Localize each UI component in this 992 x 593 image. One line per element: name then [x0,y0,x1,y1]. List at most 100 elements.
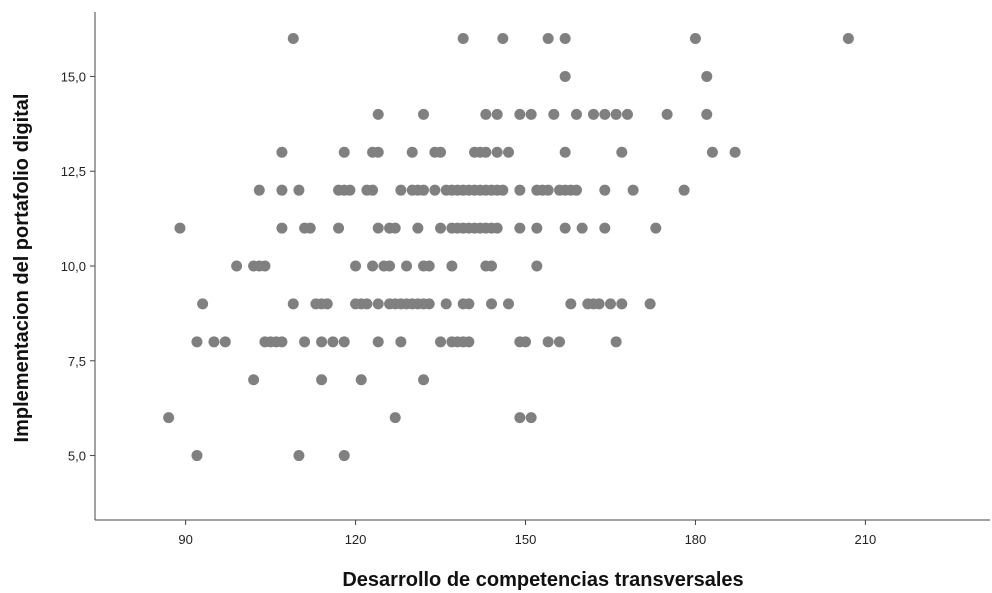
data-point [440,298,452,310]
data-point [514,222,526,234]
data-point [587,108,599,120]
data-point [372,222,384,234]
data-point [338,450,350,462]
x-ticks: 90 120 150 180 210 [178,520,876,547]
data-point [599,108,611,120]
data-point [621,108,633,120]
data-point [163,412,175,424]
data-point [418,108,430,120]
data-point [520,336,532,348]
data-point [372,146,384,158]
data-point [457,33,469,45]
data-point [576,222,588,234]
data-point [678,184,690,196]
data-point [423,298,435,310]
data-point [650,222,662,234]
data-point [253,184,265,196]
data-point [316,374,328,386]
data-point [627,184,639,196]
data-points [163,33,854,462]
data-point [616,298,628,310]
data-point [525,412,537,424]
data-point [480,108,492,120]
data-point [355,374,367,386]
data-point [276,336,288,348]
data-point [689,33,701,45]
data-point [559,33,571,45]
data-point [395,336,407,348]
y-ticks: 5,0 7,5 10,0 12,5 15,0 [61,69,95,464]
data-point [395,184,407,196]
data-point [423,260,435,272]
data-point [503,146,515,158]
data-point [316,336,328,348]
data-point [514,108,526,120]
data-point [491,146,503,158]
data-point [553,336,565,348]
data-point [531,260,543,272]
data-point [514,412,526,424]
data-point [616,146,628,158]
axes [94,12,990,521]
data-point [276,146,288,158]
x-axis-title: Desarrollo de competencias transversales [342,569,743,591]
data-point [463,336,475,348]
data-point [542,33,554,45]
data-point [503,298,515,310]
data-point [248,374,260,386]
data-point [327,336,339,348]
data-point [372,336,384,348]
data-point [191,336,203,348]
data-point [304,222,316,234]
data-point [418,374,430,386]
data-point [389,222,401,234]
x-tick-label: 120 [345,532,367,547]
data-point [486,298,498,310]
data-point [259,260,271,272]
data-point [197,298,209,310]
data-point [372,298,384,310]
y-tick-label: 5,0 [68,449,86,464]
y-tick-label: 12,5 [61,164,86,179]
data-point [599,222,611,234]
data-point [491,108,503,120]
data-point [610,336,622,348]
data-point [497,33,509,45]
data-point [491,222,503,234]
data-point [610,108,622,120]
data-point [525,108,537,120]
x-tick-label: 180 [685,532,707,547]
data-point [276,184,288,196]
data-point [287,33,299,45]
y-axis-title: Implementacion del portafolio digital [11,94,33,443]
data-point [559,146,571,158]
data-point [446,260,458,272]
data-point [570,184,582,196]
data-point [333,222,345,234]
data-point [514,184,526,196]
data-point [321,298,333,310]
data-point [293,184,305,196]
data-point [350,260,362,272]
data-point [418,184,430,196]
data-point [287,298,299,310]
data-point [372,108,384,120]
data-point [842,33,854,45]
data-point [604,298,616,310]
data-point [486,260,498,272]
data-point [338,336,350,348]
data-point [384,260,396,272]
data-point [338,146,350,158]
y-tick-label: 7,5 [68,354,86,369]
data-point [531,222,543,234]
data-point [367,260,379,272]
data-point [480,146,492,158]
data-point [570,108,582,120]
data-point [429,184,441,196]
data-point [367,184,379,196]
data-point [293,450,305,462]
data-point [599,184,611,196]
data-point [661,108,673,120]
data-point [435,336,447,348]
y-tick-label: 15,0 [61,69,86,84]
